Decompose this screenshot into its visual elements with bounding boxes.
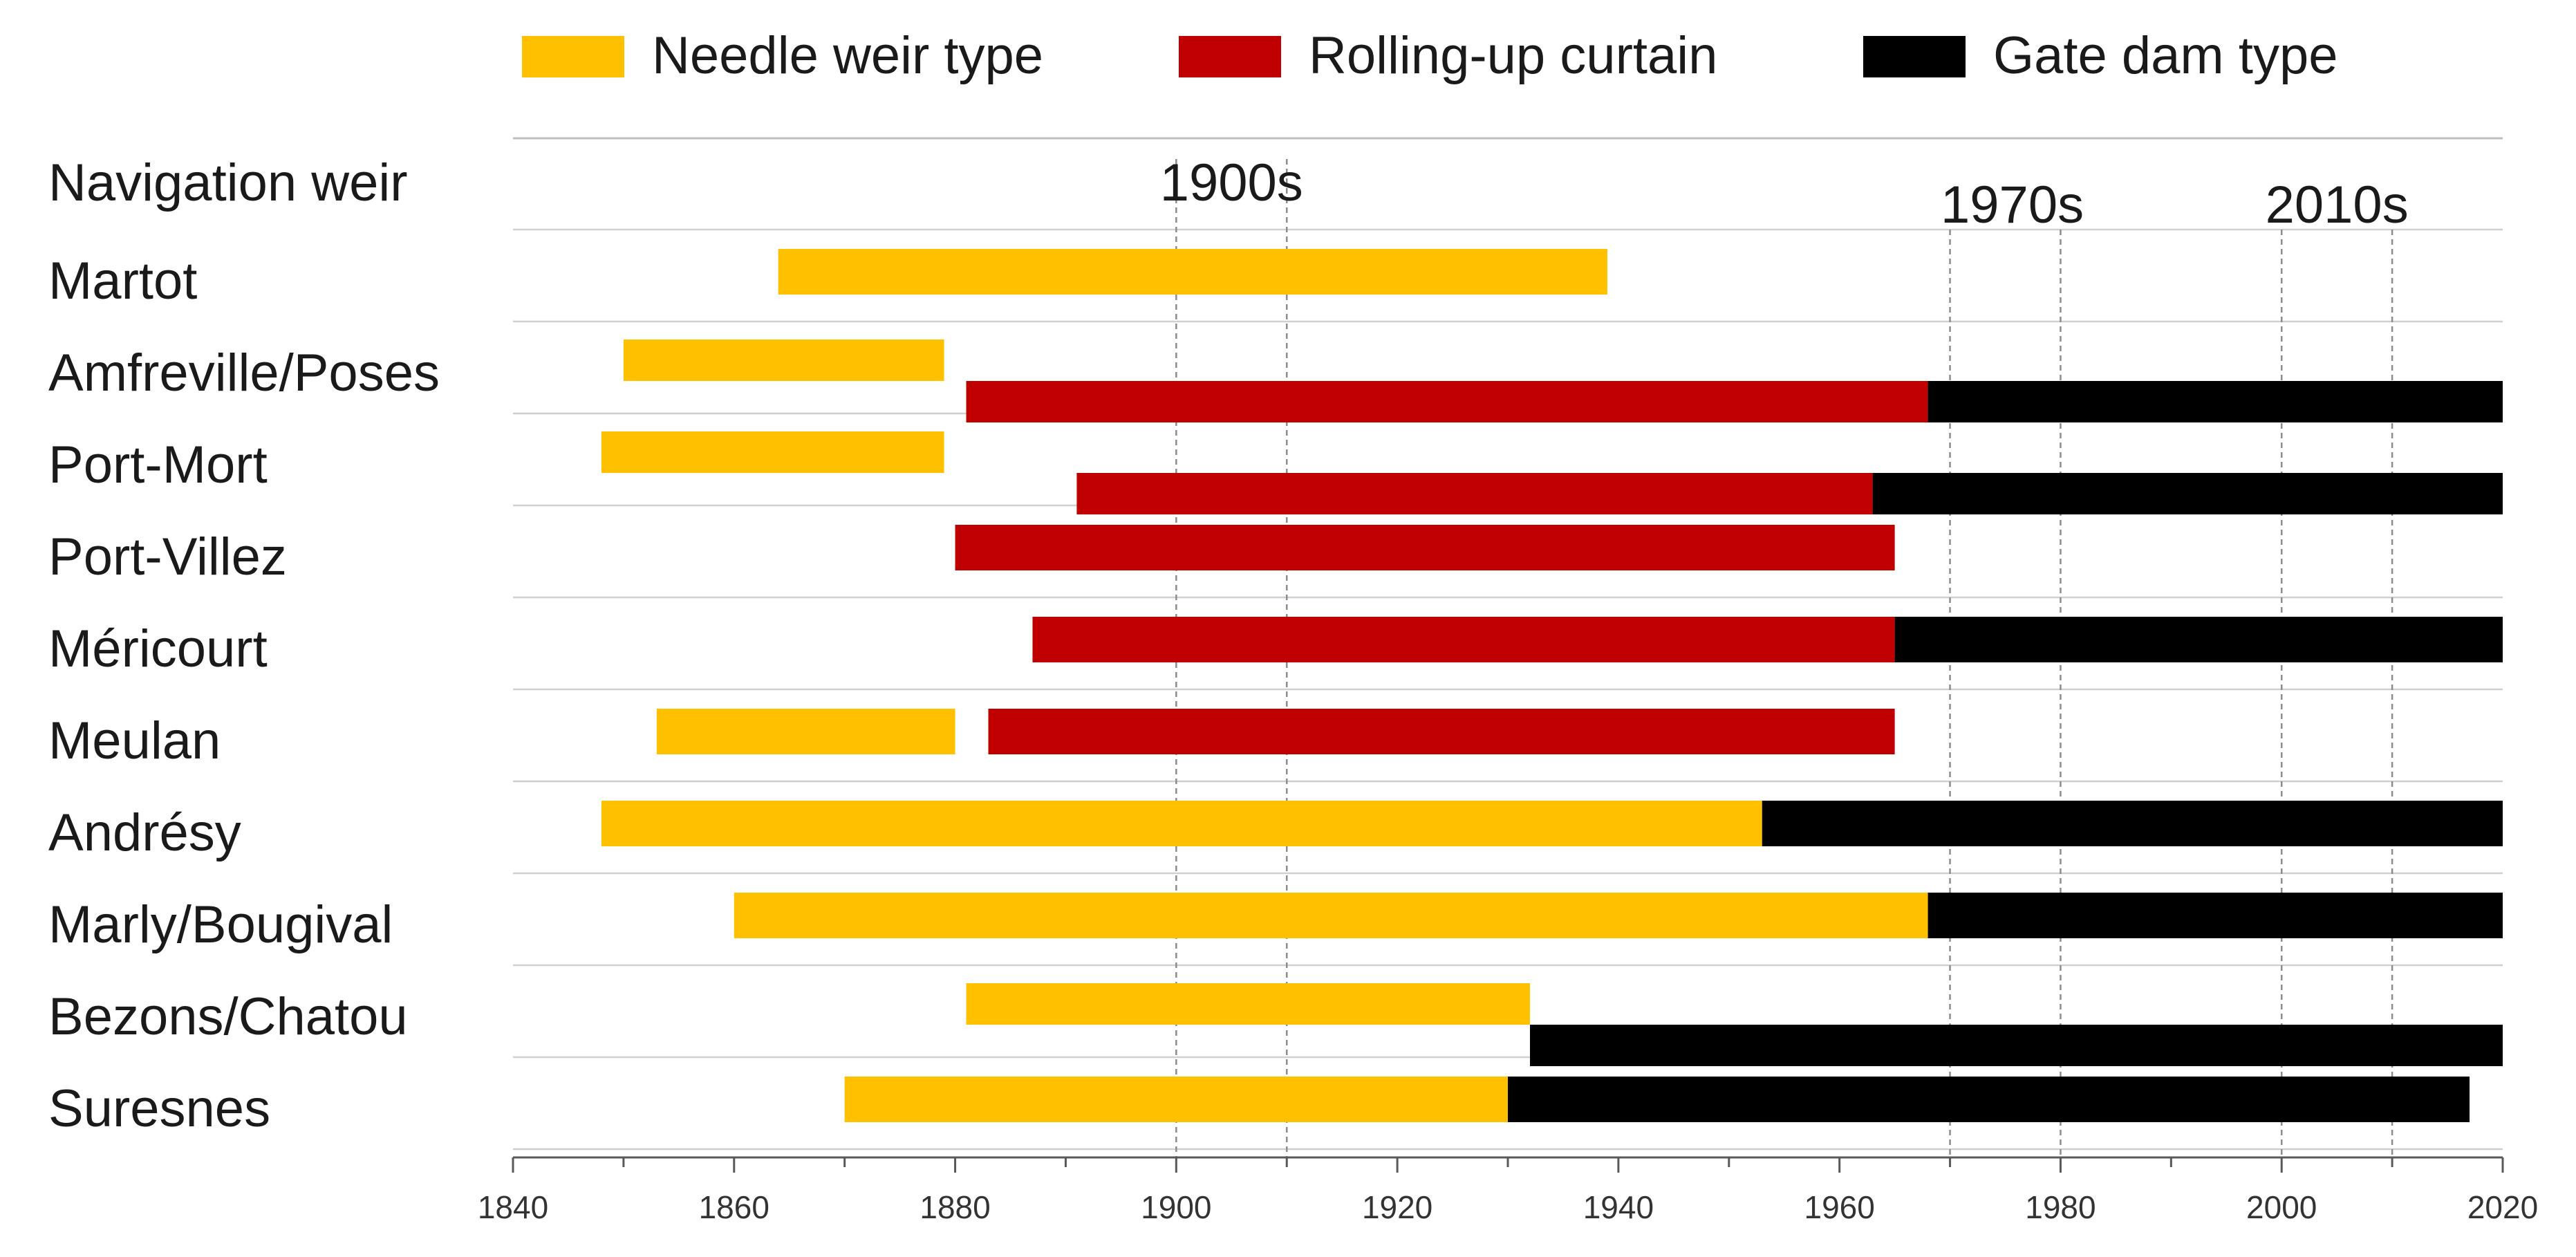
y-axis-header: Navigation weir [48, 153, 408, 212]
weir-label: Bezons/Chatou [48, 987, 408, 1046]
timeline-bars [601, 249, 2503, 1122]
weir-label: Martot [48, 252, 197, 310]
bar-rolling-amfrevilleposes [966, 381, 1928, 422]
legend-label-needle: Needle weir type [652, 26, 1043, 85]
x-tick-label: 1860 [699, 1189, 769, 1225]
weir-label: Méricourt [48, 620, 268, 678]
x-tick-label: 2000 [2246, 1189, 2317, 1225]
bar-needle-martot [778, 249, 1607, 295]
bar-needle-andrsy [601, 801, 1762, 846]
weir-label: Amfreville/Poses [48, 344, 440, 402]
weir-label: Suresnes [48, 1079, 270, 1138]
x-tick-label: 1840 [478, 1189, 548, 1225]
legend-swatch-gate [1863, 36, 1966, 77]
x-tick-label: 2020 [2467, 1189, 2538, 1225]
bar-rolling-mricourt [1032, 617, 1895, 662]
weir-label: Meulan [48, 711, 221, 770]
legend-item-rolling: Rolling-up curtain [1179, 26, 1717, 85]
x-tick-label: 1980 [2025, 1189, 2096, 1225]
bar-gate-andrsy [1762, 801, 2503, 846]
legend-label-gate: Gate dam type [1993, 26, 2338, 85]
bar-gate-bezonschatou [1529, 1025, 2503, 1066]
x-tick-label: 1940 [1583, 1189, 1654, 1225]
x-tick-label: 1880 [920, 1189, 990, 1225]
bar-rolling-portvillez [955, 525, 1895, 570]
x-tick-label: 1900 [1141, 1189, 1211, 1225]
legend-item-needle: Needle weir type [522, 26, 1043, 85]
bar-gate-mricourt [1894, 617, 2503, 662]
weir-label: Port-Villez [48, 528, 287, 586]
bar-needle-portmort [601, 431, 944, 473]
legend: Needle weir type Rolling-up curtain Gate d… [522, 26, 2338, 85]
bar-needle-marlybougival [734, 893, 1928, 938]
bar-needle-suresnes [844, 1077, 1508, 1122]
bar-rolling-portmort [1076, 473, 1873, 514]
bar-gate-marlybougival [1928, 893, 2503, 938]
era-label-1970s: 1970s [1941, 176, 2084, 234]
legend-swatch-needle [522, 36, 624, 77]
weir-label: Port-Mort [48, 436, 268, 494]
bar-rolling-meulan [988, 709, 1895, 754]
era-labels: 1900s 1970s 2010s [1160, 153, 2409, 234]
legend-label-rolling: Rolling-up curtain [1309, 26, 1717, 85]
bar-needle-meulan [656, 709, 955, 754]
era-label-2010s: 2010s [2266, 176, 2409, 234]
bar-needle-bezonschatou [966, 983, 1530, 1025]
x-axis: 1840 1860 1880 1900 1920 1940 1960 1980 2000 2020 [478, 1156, 2538, 1225]
legend-item-gate: Gate dam type [1863, 26, 2338, 85]
x-tick-label: 1920 [1362, 1189, 1432, 1225]
weir-rows: Martot Amfreville/Poses Port-Mort Port-Vill… [48, 252, 440, 1138]
legend-swatch-rolling [1179, 36, 1281, 77]
bar-gate-portmort [1872, 473, 2503, 514]
era-label-1900s: 1900s [1160, 153, 1303, 212]
x-tick-label: 1960 [1804, 1189, 1874, 1225]
bar-needle-amfrevilleposes [623, 339, 944, 381]
weir-label: Andrésy [48, 803, 241, 862]
bar-gate-amfrevilleposes [1928, 381, 2503, 422]
bar-gate-suresnes [1508, 1077, 2470, 1122]
weir-label: Marly/Bougival [48, 895, 393, 954]
